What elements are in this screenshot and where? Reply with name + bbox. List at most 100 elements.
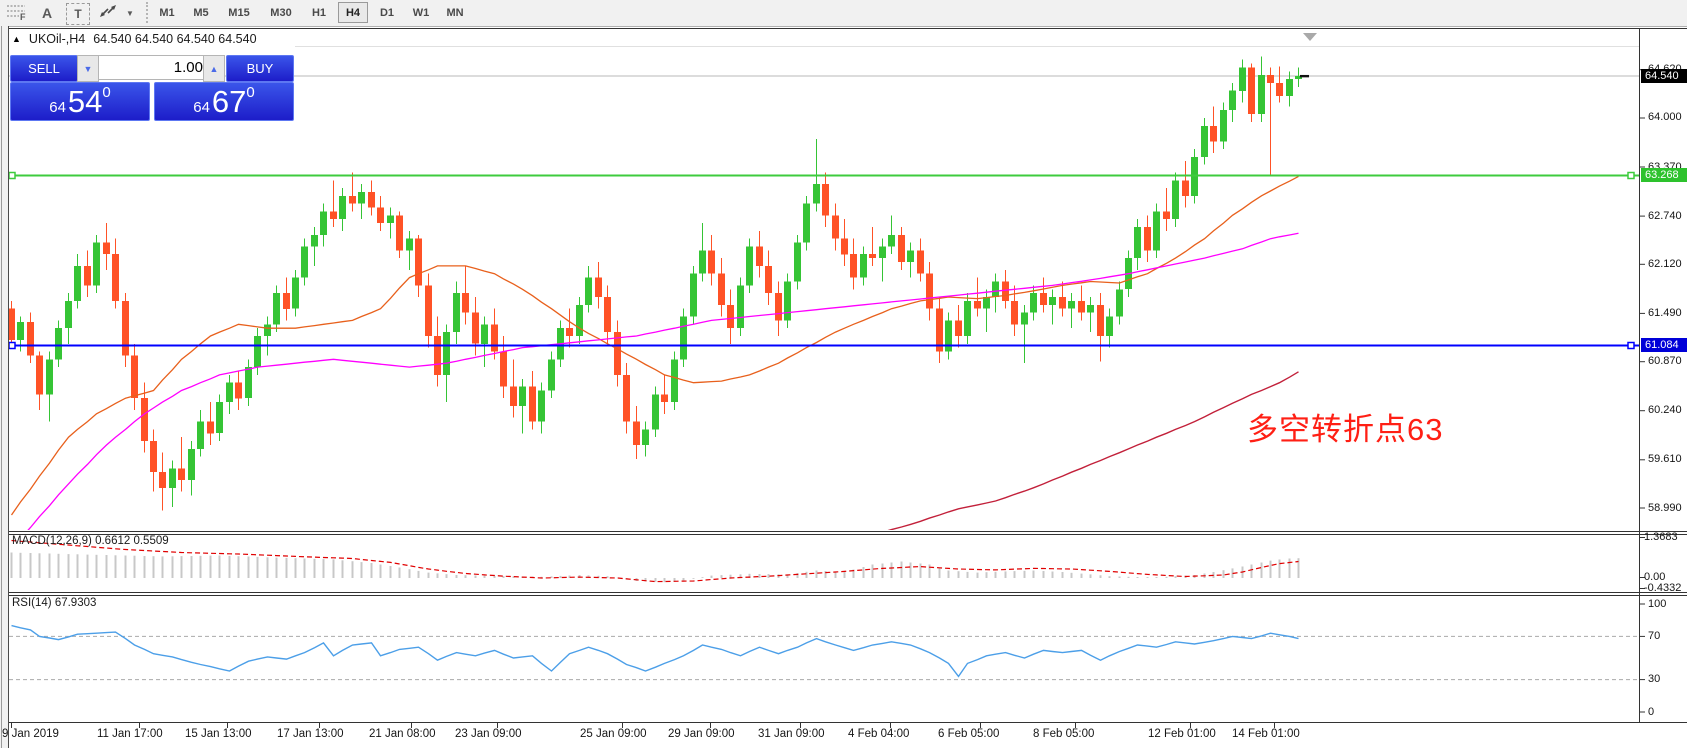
sell-button[interactable]: SELL — [10, 55, 78, 82]
candle-bullish — [548, 359, 555, 391]
text-label-icon[interactable]: A — [41, 5, 53, 21]
candle-bullish — [46, 359, 53, 395]
candle-bearish — [84, 265, 91, 286]
chart-shift-marker[interactable] — [1303, 33, 1317, 41]
volume-increase-button[interactable]: ▲ — [203, 55, 225, 82]
candle-bullish — [784, 281, 791, 321]
candle-bullish — [17, 322, 24, 340]
horizontal-line-63.268[interactable] — [8, 171, 1639, 180]
candle-bullish — [1258, 75, 1265, 115]
sell-price-button[interactable]: 64 54 0 — [10, 82, 150, 121]
collapse-arrow-icon[interactable]: ▲ — [12, 34, 21, 44]
buy-price-digits: 67 — [211, 84, 247, 119]
candle-bearish — [178, 468, 185, 480]
candle-bearish — [595, 277, 602, 298]
chart-text-annotation[interactable]: 多空转折点63 — [1247, 412, 1444, 447]
candle-bearish — [1011, 300, 1018, 325]
candle-bullish — [992, 281, 999, 298]
timeframe-button-M30[interactable]: M30 — [270, 6, 292, 19]
candle-bearish — [756, 246, 763, 266]
candle-bearish — [1144, 227, 1151, 251]
line-handle — [8, 341, 16, 350]
candle-bearish — [368, 191, 375, 208]
timeframe-button-H1[interactable]: H1 — [311, 6, 327, 19]
buy-price-superscript: 0 — [246, 84, 255, 101]
timeframe-button-M1[interactable]: M1 — [159, 6, 175, 19]
candle-bearish — [283, 293, 290, 309]
line-handle — [1627, 341, 1635, 350]
rsi-axis-label: 0 — [1648, 706, 1655, 718]
dropdown-caret-icon[interactable]: ▼ — [126, 8, 134, 18]
candle-bearish — [765, 265, 772, 294]
candle-bullish — [273, 293, 280, 325]
timeframe-button-H4[interactable]: H4 — [338, 2, 368, 23]
candle-bearish — [1182, 180, 1189, 196]
candle-bearish — [159, 472, 166, 488]
volume-input[interactable] — [98, 55, 214, 80]
candle-bullish — [65, 300, 72, 329]
time-axis-label: 25 Jan 09:00 — [580, 728, 647, 740]
candle-bullish — [1201, 125, 1208, 157]
candle-bearish — [841, 238, 848, 255]
candle-bullish — [1153, 211, 1160, 251]
arrow-tools-icon[interactable] — [98, 3, 122, 23]
timeframe-button-M5[interactable]: M5 — [193, 6, 209, 19]
timeframe-button-D1[interactable]: D1 — [379, 6, 395, 19]
macd-axis-label: 1.3683 — [1644, 531, 1678, 543]
candle-bearish — [974, 300, 981, 309]
time-axis-label: 31 Jan 09:00 — [758, 728, 825, 740]
candle-bullish — [1030, 293, 1037, 313]
candle-bullish — [226, 382, 233, 403]
chart-header: ▲ UKOil-,H4 64.540 64.540 64.540 64.540 — [12, 31, 257, 47]
candle-bullish — [671, 359, 678, 403]
symbol-title: UKOil-,H4 — [28, 32, 86, 46]
candle-bullish — [216, 402, 223, 434]
time-axis-label: 21 Jan 08:00 — [369, 728, 436, 740]
price-axis-label: 60.870 — [1648, 355, 1682, 367]
window-left-border — [0, 26, 9, 748]
candle-bearish — [850, 254, 857, 278]
candle-bullish — [188, 448, 195, 480]
candle-bullish — [642, 429, 649, 445]
fibonacci-retracement-icon[interactable]: F — [6, 3, 30, 23]
toolbar-grip[interactable] — [146, 2, 151, 23]
timeframe-button-M15[interactable]: M15 — [228, 6, 250, 19]
time-axis-label: 4 Feb 04:00 — [848, 728, 910, 740]
candle-bearish — [1078, 300, 1085, 313]
candle-bullish — [443, 332, 450, 375]
candle-bearish — [604, 297, 611, 332]
candle-bullish — [538, 390, 545, 422]
candle-bullish — [1134, 227, 1141, 259]
time-axis-label: 17 Jan 13:00 — [277, 728, 344, 740]
candle-bullish — [358, 191, 365, 204]
candle-bullish — [680, 316, 687, 360]
panel-borders — [8, 28, 1687, 728]
candle-bullish — [339, 195, 346, 220]
ohlc-quotes: 64.540 64.540 64.540 64.540 — [93, 32, 257, 46]
candle-bearish — [661, 394, 668, 403]
horizontal-line-61.084[interactable] — [8, 341, 1639, 350]
candle-bearish — [1276, 83, 1283, 97]
candle-bearish — [566, 328, 573, 336]
candle-bullish — [907, 250, 914, 262]
candle-bullish — [55, 328, 62, 360]
volume-decrease-button[interactable]: ▼ — [77, 55, 99, 82]
candle-bearish — [708, 250, 715, 274]
macd-axis-label: -0.4332 — [1644, 582, 1682, 594]
timeframe-button-MN[interactable]: MN — [446, 6, 464, 19]
time-axis-label: 29 Jan 09:00 — [668, 728, 735, 740]
buy-button[interactable]: BUY — [226, 55, 294, 82]
candle-bullish — [74, 265, 81, 301]
buy-price-button[interactable]: 64 67 0 — [154, 82, 294, 121]
candle-bearish — [832, 215, 839, 239]
price-badge-64.540: 64.540 — [1641, 69, 1687, 83]
candle-bullish — [690, 273, 697, 317]
text-tool-icon[interactable]: T — [66, 3, 90, 25]
macd-panel — [10, 539, 1300, 583]
candle-bearish — [1210, 125, 1217, 142]
price-axis-label: 60.240 — [1648, 404, 1682, 416]
timeframe-button-W1[interactable]: W1 — [412, 6, 430, 19]
candle-bearish — [472, 312, 479, 344]
candle-bearish — [775, 293, 782, 321]
